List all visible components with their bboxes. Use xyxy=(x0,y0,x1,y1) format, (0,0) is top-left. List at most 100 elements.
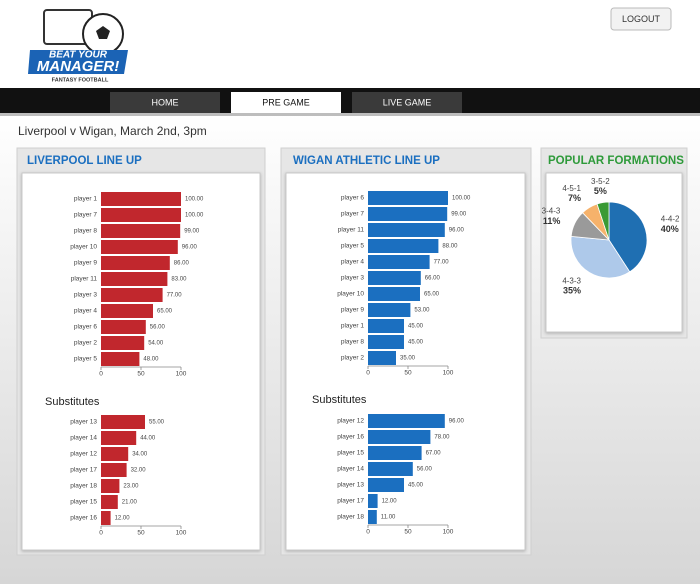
value-label: 12.00 xyxy=(115,516,131,522)
bar xyxy=(368,494,378,508)
value-label: 12.00 xyxy=(382,499,398,505)
x-tick-label: 100 xyxy=(443,529,454,536)
category-label: player 10 xyxy=(337,291,364,298)
category-label: player 18 xyxy=(70,483,97,490)
nav-bar xyxy=(0,88,700,113)
category-label: player 4 xyxy=(341,259,365,266)
logout-label[interactable]: LOGOUT xyxy=(622,14,661,24)
x-tick-label: 100 xyxy=(176,530,187,537)
category-label: player 9 xyxy=(341,307,365,314)
bar xyxy=(101,431,137,445)
value-label: 53.00 xyxy=(414,308,430,314)
value-label: 100.00 xyxy=(452,196,471,202)
value-label: 55.00 xyxy=(149,420,165,426)
category-label: player 16 xyxy=(70,515,97,522)
logo-line2: MANAGER! xyxy=(37,58,120,75)
bar xyxy=(101,272,168,286)
x-tick-label: 50 xyxy=(404,529,412,536)
category-label: player 17 xyxy=(337,498,364,505)
category-label: player 2 xyxy=(74,340,98,347)
category-label: player 12 xyxy=(70,451,97,458)
category-label: player 5 xyxy=(341,243,365,250)
category-label: player 11 xyxy=(338,227,365,234)
value-label: 34.00 xyxy=(132,452,148,458)
category-label: player 2 xyxy=(341,355,365,362)
bar xyxy=(101,447,129,461)
category-label: player 3 xyxy=(74,292,98,299)
slice-name: 4-3-3 xyxy=(562,276,581,285)
category-label: player 5 xyxy=(74,356,98,363)
bar xyxy=(368,319,404,333)
bar xyxy=(368,462,413,476)
bar xyxy=(368,239,439,253)
logo-tagline: FANTASY FOOTBALL xyxy=(52,77,109,83)
bar xyxy=(101,304,153,318)
category-label: player 9 xyxy=(74,260,98,267)
category-label: player 7 xyxy=(74,212,98,219)
category-label: player 8 xyxy=(341,339,365,346)
value-label: 77.00 xyxy=(167,293,183,299)
category-label: player 18 xyxy=(337,514,364,521)
category-label: player 7 xyxy=(341,211,365,218)
nav-tab[interactable] xyxy=(352,92,462,113)
value-label: 65.00 xyxy=(157,309,173,315)
category-label: player 12 xyxy=(337,418,364,425)
panel-title: LIVERPOOL LINE UP xyxy=(27,155,142,167)
value-label: 65.00 xyxy=(424,292,440,298)
value-label: 54.00 xyxy=(148,341,164,347)
value-label: 83.00 xyxy=(171,277,187,283)
category-label: player 13 xyxy=(337,482,364,489)
logout-button[interactable] xyxy=(610,7,672,31)
value-label: 45.00 xyxy=(408,324,424,330)
x-tick-label: 0 xyxy=(99,371,103,378)
nav-label[interactable]: PRE GAME xyxy=(262,97,310,107)
value-label: 77.00 xyxy=(434,260,450,266)
nav-tab[interactable] xyxy=(110,92,220,113)
bar xyxy=(368,510,377,524)
category-label: player 1 xyxy=(74,196,98,203)
x-tick-label: 0 xyxy=(366,370,370,377)
bar xyxy=(101,208,181,222)
slice-percent: 11% xyxy=(543,216,561,226)
category-label: player 8 xyxy=(74,228,98,235)
value-label: 35.00 xyxy=(400,356,416,362)
value-label: 86.00 xyxy=(174,261,190,267)
bar xyxy=(368,430,431,444)
value-label: 88.00 xyxy=(442,244,458,250)
value-label: 11.00 xyxy=(381,515,396,521)
category-label: player 15 xyxy=(337,450,364,457)
bar xyxy=(101,288,163,302)
category-label: player 6 xyxy=(74,324,98,331)
nav-tab-active[interactable] xyxy=(231,92,341,113)
bar xyxy=(101,240,178,254)
bar xyxy=(101,336,145,350)
bar xyxy=(101,352,140,366)
slice-percent: 35% xyxy=(563,286,581,296)
bar xyxy=(101,463,127,477)
bar xyxy=(101,495,118,509)
category-label: player 10 xyxy=(70,244,97,251)
category-label: player 6 xyxy=(341,195,365,202)
bar xyxy=(368,303,411,317)
value-label: 78.00 xyxy=(434,435,450,441)
value-label: 67.00 xyxy=(426,451,442,457)
x-tick-label: 0 xyxy=(99,530,103,537)
nav-label[interactable]: LIVE GAME xyxy=(383,97,432,107)
bar xyxy=(101,415,145,429)
bar xyxy=(368,446,422,460)
bar xyxy=(101,320,146,334)
category-label: player 13 xyxy=(70,419,97,426)
value-label: 100.00 xyxy=(185,213,204,219)
bar xyxy=(101,256,170,270)
value-label: 45.00 xyxy=(408,483,424,489)
category-label: player 14 xyxy=(70,435,97,442)
value-label: 21.00 xyxy=(122,500,138,506)
logo: BEAT YOUR MANAGER! FANTASY FOOTBALL xyxy=(28,9,128,83)
x-tick-label: 0 xyxy=(366,529,370,536)
nav-label[interactable]: HOME xyxy=(152,97,179,107)
nav-underline xyxy=(0,113,700,116)
panel-title: WIGAN ATHLETIC LINE UP xyxy=(293,155,440,167)
value-label: 45.00 xyxy=(408,340,424,346)
pie-slice xyxy=(570,235,631,279)
category-label: player 4 xyxy=(74,308,98,315)
